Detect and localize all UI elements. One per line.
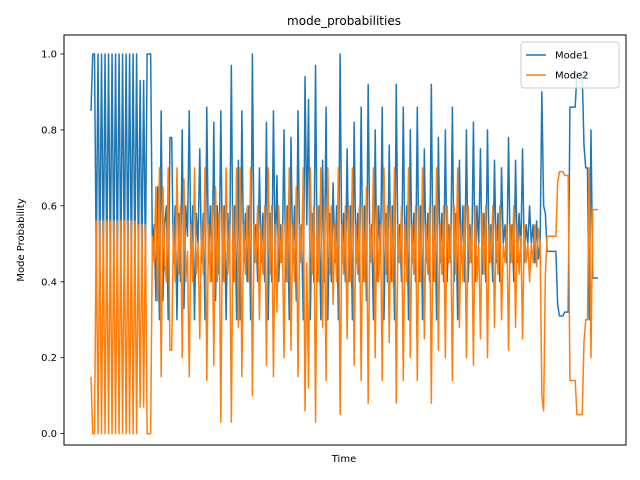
legend-box	[520, 41, 620, 89]
y-tick-label: 0.2	[41, 353, 57, 364]
x-axis-label: Time	[331, 454, 356, 465]
axes-frame	[63, 34, 627, 446]
y-tick-label: 1.0	[41, 49, 57, 60]
chart-title: mode_probabilities	[287, 14, 401, 28]
legend-label-mode1: Mode1	[555, 51, 589, 62]
y-axis-ticks: 0.0 0.2 0.4 0.6 0.8 1.0	[41, 49, 64, 440]
y-tick-label: 0.6	[41, 201, 57, 212]
y-tick-label: 0.4	[41, 277, 57, 288]
legend: Mode1 Mode2	[520, 41, 620, 89]
y-axis-label: Mode Probability	[16, 198, 27, 281]
y-tick-label: 0.0	[41, 429, 57, 440]
y-tick-label: 0.8	[41, 125, 57, 136]
plot-area	[90, 53, 598, 435]
legend-label-mode2: Mode2	[555, 71, 589, 82]
series-line-mode2	[90, 167, 598, 435]
